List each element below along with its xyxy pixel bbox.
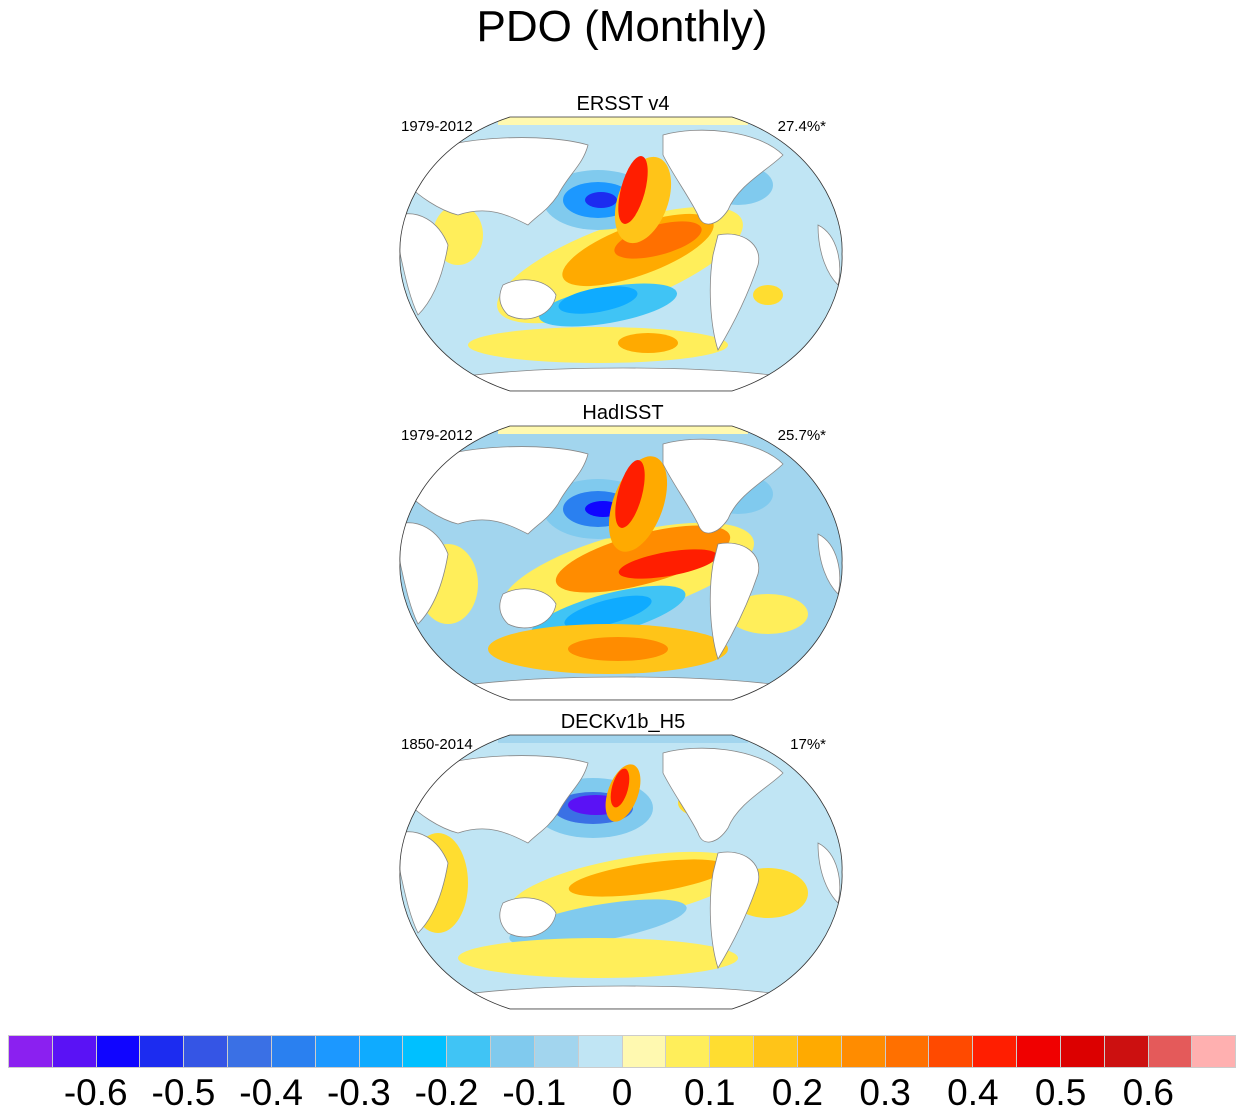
colorbar-swatch [885, 1036, 930, 1067]
colorbar-swatch [1148, 1036, 1193, 1067]
colorbar-swatch [52, 1036, 97, 1067]
sst-anomaly-region [618, 156, 648, 224]
continent [399, 831, 449, 934]
sst-anomaly-region [509, 899, 687, 947]
sst-anomaly-region [568, 637, 668, 661]
panel-variance: 25.7%* [777, 427, 826, 444]
continent [499, 279, 557, 320]
arctic-band [498, 735, 748, 743]
colorbar-swatch [797, 1036, 842, 1067]
world-map [399, 425, 843, 701]
colorbar-label: -0.2 [414, 1072, 479, 1113]
colorbar-swatch [1104, 1036, 1149, 1067]
continent [709, 542, 760, 660]
figure-title: PDO (Monthly) [476, 2, 768, 51]
colorbar [8, 1035, 1236, 1068]
colorbar-swatch [622, 1036, 667, 1067]
colorbar-swatch [1017, 1036, 1061, 1067]
colorbar-swatch [710, 1036, 755, 1067]
panel-variance: 27.4%* [777, 118, 826, 135]
map-panel-hadisst: HadISST 1979-2012 25.7%* [398, 402, 848, 714]
sst-anomaly-region [614, 221, 702, 259]
colorbar-swatch [96, 1036, 141, 1067]
continent [407, 446, 589, 535]
sst-anomaly-region [618, 333, 678, 353]
colorbar-label: 0.5 [1034, 1072, 1087, 1113]
colorbar-swatch [1192, 1036, 1236, 1067]
continent [817, 224, 841, 286]
sst-anomaly-region [564, 595, 652, 629]
world-map [399, 734, 843, 1010]
sst-anomaly-region [458, 938, 738, 978]
colorbar-swatch [184, 1036, 229, 1067]
continent [709, 233, 760, 351]
colorbar-swatch [534, 1036, 579, 1067]
continent [817, 842, 841, 904]
map-outline [399, 734, 843, 1010]
colorbar-swatch [929, 1036, 974, 1067]
colorbar-label: 0 [611, 1072, 633, 1113]
sst-anomaly-region [468, 327, 728, 363]
colorbar-swatch [359, 1036, 404, 1067]
colorbar-swatch [228, 1036, 272, 1067]
continent [499, 897, 557, 938]
continent [817, 533, 841, 595]
colorbar-label: -0.4 [239, 1072, 304, 1113]
world-map [399, 116, 843, 392]
continent [662, 747, 784, 843]
map-panel-deck: DECKv1b_H5 1850-2014 17%* [398, 711, 848, 1023]
colorbar-swatch [271, 1036, 316, 1067]
map-outline [399, 425, 843, 701]
panel-period: 1850-2014 [401, 736, 473, 753]
map-panel-ersst: ERSST v4 1979-2012 27.4%* [398, 93, 848, 405]
colorbar-label: -0.5 [151, 1072, 216, 1113]
continent [662, 438, 784, 534]
colorbar-label: 0.6 [1122, 1072, 1174, 1113]
colorbar-swatch [315, 1036, 360, 1067]
colorbar-swatch [491, 1036, 535, 1067]
continent [499, 588, 557, 629]
continent [399, 522, 449, 625]
map-outline [399, 116, 843, 392]
panel-title: HadISST [582, 402, 664, 424]
panel-period: 1979-2012 [401, 118, 473, 135]
colorbar-label: -0.1 [502, 1072, 567, 1113]
colorbar-swatch [1060, 1036, 1105, 1067]
colorbar-swatch [841, 1036, 886, 1067]
sst-anomaly-region [558, 286, 638, 314]
sst-anomaly-region [585, 192, 617, 208]
colorbar-labels: -0.6 -0.5 -0.4 -0.3 -0.2 -0.1 0 0.1 0.2 0.3 0.4 0.5… [0, 1072, 1244, 1116]
colorbar-label: 0.4 [947, 1072, 999, 1113]
sst-anomaly-region [753, 285, 783, 305]
continent [399, 213, 449, 316]
sst-anomaly-region [728, 594, 808, 634]
panel-variance: 17%* [790, 736, 826, 753]
colorbar-swatch [973, 1036, 1018, 1067]
continent [662, 129, 784, 225]
colorbar-label: 0.3 [859, 1072, 911, 1113]
sst-anomaly-region [618, 549, 718, 579]
colorbar-label: -0.6 [63, 1072, 128, 1113]
colorbar-swatch [578, 1036, 623, 1067]
arctic-band [498, 426, 748, 434]
colorbar-swatch [140, 1036, 185, 1067]
colorbar-swatch [9, 1036, 53, 1067]
colorbar-label: -0.3 [326, 1072, 391, 1113]
panel-title: ERSST v4 [576, 93, 670, 115]
sst-anomaly-region [610, 768, 630, 808]
continent [407, 755, 589, 844]
panel-title: DECKv1b_H5 [560, 711, 686, 733]
colorbar-label: 0.1 [683, 1072, 736, 1113]
sst-anomaly-region [615, 460, 645, 528]
colorbar-swatch [403, 1036, 448, 1067]
colorbar-swatch [754, 1036, 798, 1067]
continent [407, 137, 589, 226]
colorbar-label: 0.2 [771, 1072, 824, 1113]
arctic-band [498, 117, 748, 125]
colorbar-swatch [447, 1036, 492, 1067]
colorbar-swatch [666, 1036, 711, 1067]
sst-anomaly-region [568, 859, 728, 897]
continent [709, 851, 760, 969]
panel-period: 1979-2012 [401, 427, 473, 444]
